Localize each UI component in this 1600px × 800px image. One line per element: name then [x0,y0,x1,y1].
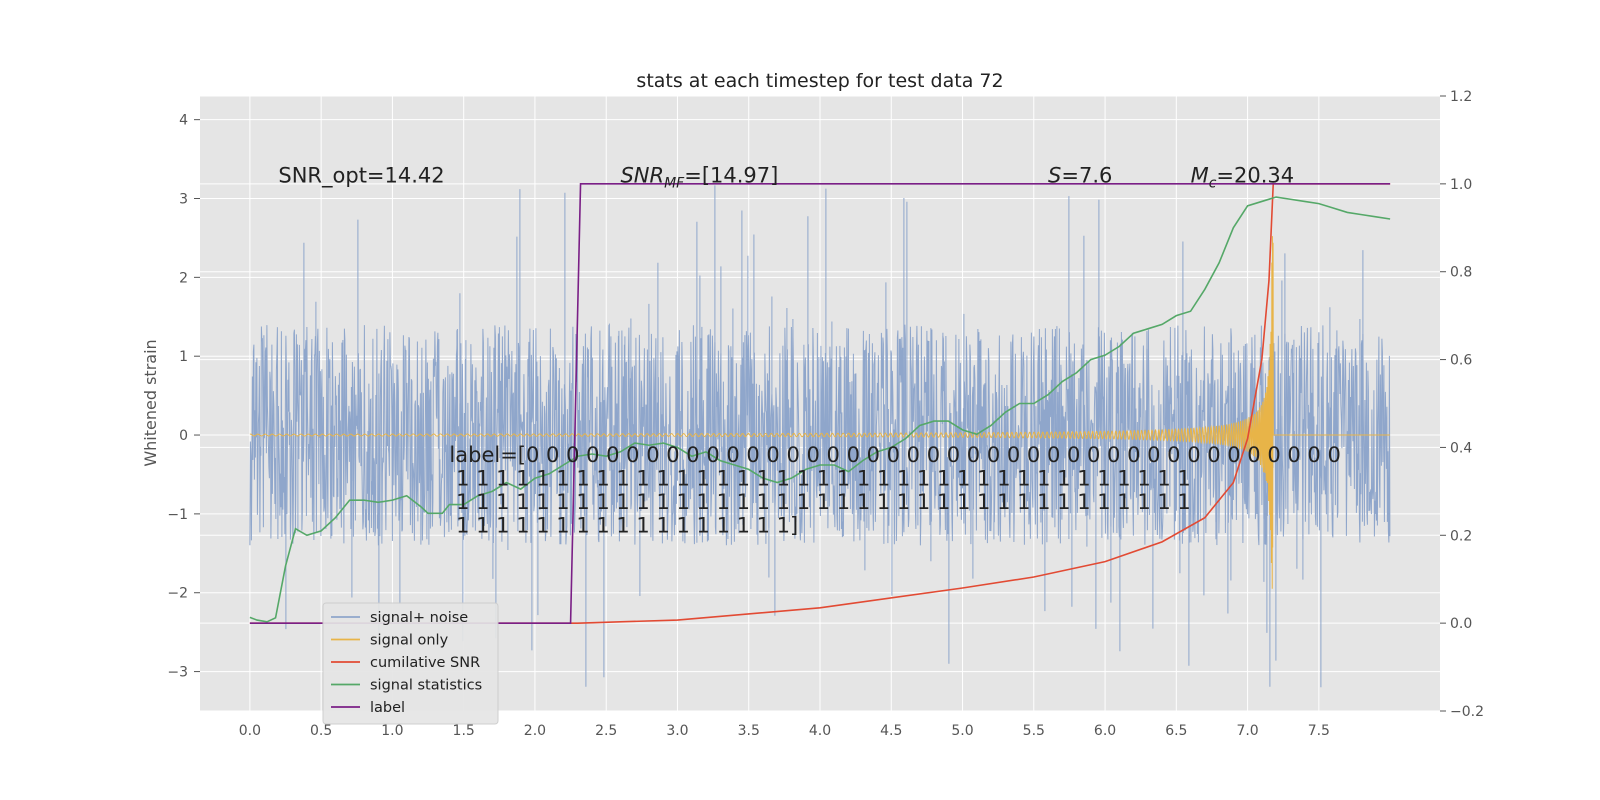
x-tick-label: 1.5 [453,723,475,739]
x-tick-label: 5.0 [951,723,973,739]
y2-tick-label: −0.2 [1450,704,1484,720]
y-tick-label: 0 [179,428,188,444]
annotation-base: M [1191,164,1209,188]
label-annotation-line: label=[0 0 0 0 0 0 0 0 0 0 0 0 0 0 0 0 0… [449,443,1340,467]
y-tick-label: 4 [179,113,188,129]
x-tick-label: 7.0 [1236,723,1258,739]
label-annotation: label=[0 0 0 0 0 0 0 0 0 0 0 0 0 0 0 0 0… [449,443,1340,537]
label-annotation-line: 1 1 1 1 1 1 1 1 1 1 1 1 1 1 1 1 1 1 1 1 … [449,466,1190,490]
y-tick-label: 3 [179,192,188,208]
x-tick-label: 3.0 [666,723,688,739]
x-tick-label: 0.5 [310,723,332,739]
legend-label: label [370,700,405,716]
y2-tick-label: 1.2 [1450,89,1472,105]
y-tick-label: −3 [167,665,188,681]
chart-title: stats at each timestep for test data 72 [636,70,1003,92]
x-tick-label: 0.0 [239,723,261,739]
y-tick-label: 2 [179,270,188,286]
y-tick-label: −1 [167,507,188,523]
y-tick-label: −2 [167,586,188,602]
y2-tick-label: 0.0 [1450,616,1472,632]
label-annotation-line: 1 1 1 1 1 1 1 1 1 1 1 1 1 1 1 1 1] [449,513,798,537]
x-tick-label: 3.5 [738,723,760,739]
annotation-subscript: MF [664,176,685,192]
legend-box [322,602,499,725]
annotation-text: S=7.6 [1048,164,1112,188]
x-tick-label: 2.0 [524,723,546,739]
legend-label: signal only [370,633,449,649]
y2-tick-label: 0.2 [1450,528,1472,544]
series-signal-plus-noise [249,185,1391,688]
x-tick-label: 2.5 [595,723,617,739]
x-tick-label: 5.5 [1023,723,1045,739]
signal-plus-noise-line [249,322,1391,546]
legend-label: cumilative SNR [370,655,480,671]
x-tick-label: 6.0 [1094,723,1116,739]
annotation-text: SNRMF=[14.97] [620,164,778,192]
signal-only-line [249,236,1391,589]
annotation-base: S [1048,164,1061,188]
series-signal-only [249,236,1391,589]
annotation-text: SNR_opt=14.42 [278,164,444,189]
legend: signal+ noise signal only cumilative SNR si… [322,602,499,725]
x-tick-label: 4.0 [809,723,831,739]
legend-label: signal+ noise [370,610,468,626]
annotation-value: =7.6 [1061,164,1112,188]
annotation-subscript: c [1209,176,1217,192]
annotation-base: SNR [620,164,664,188]
y2-tick-label: 0.4 [1450,440,1472,456]
x-tick-label: 4.5 [880,723,902,739]
annotation-value: =[14.97] [684,164,778,188]
x-tick-label: 7.5 [1308,723,1330,739]
legend-label: signal statistics [370,678,482,694]
y-axis-label: Whitened strain [141,339,160,466]
label-annotation-line: 1 1 1 1 1 1 1 1 1 1 1 1 1 1 1 1 1 1 1 1 … [449,490,1190,514]
y2-tick-label: 0.6 [1450,353,1472,369]
y-tick-label: 1 [179,349,188,365]
series-line [249,196,1391,623]
signal-plus-noise-spikes [285,185,1364,688]
annotations: SNR_opt=14.42 SNRMF=[14.97] S=7.6 Mc=20.34 [278,164,1294,192]
annotation-value: =20.34 [1216,164,1294,188]
ticks: 0.0 0.5 1.0 1.5 2.0 2.5 3.0 3.5 4.0 4.5 5.0 5.5 6.0 6… [167,89,1484,739]
x-tick-label: 6.5 [1165,723,1187,739]
annotation-text: Mc=20.34 [1191,164,1295,192]
y2-tick-label: 0.8 [1450,265,1472,281]
y2-tick-label: 1.0 [1450,177,1472,193]
x-tick-label: 1.0 [381,723,403,739]
